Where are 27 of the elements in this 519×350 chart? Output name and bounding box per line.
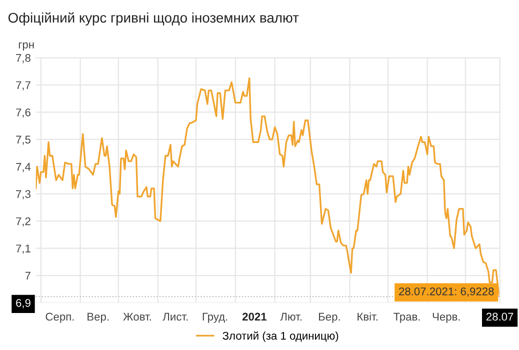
y-tick-label: 6,9 — [16, 299, 30, 308]
chart-title: Офіційний курс гривні щодо іноземних валют — [8, 12, 299, 26]
annotation: 28.07.2021: 6,9228 — [399, 287, 494, 297]
line-series — [36, 77, 500, 298]
x-tick-label: Лист. — [162, 312, 188, 321]
x-tick-label: Бер. — [319, 312, 340, 323]
x-tick-label: Квіт. — [358, 312, 378, 321]
x-tick-label: 28.07 — [486, 312, 514, 321]
x-tick-label: Жовт. — [123, 312, 151, 321]
x-tick-label: Черв. — [432, 312, 460, 323]
y-axis-title: грн — [18, 42, 34, 51]
y-tick-label: 7,5 — [16, 136, 30, 145]
y-tick-label: 7,7 — [16, 81, 30, 90]
x-tick-label: Серп. — [46, 312, 74, 323]
x-tick-label: Вер. — [88, 312, 109, 323]
y-tick-label: 7,6 — [16, 108, 30, 118]
y-tick-label: 7,2 — [16, 217, 30, 227]
x-tick-label: Груд. — [202, 312, 228, 323]
y-tick-label: 7,8 — [16, 54, 30, 64]
y-tick-label: 7 — [25, 272, 30, 280]
y-tick-label: 7,1 — [16, 244, 30, 254]
x-tick-label: 2021 — [242, 312, 267, 321]
y-tick-label: 7,4 — [16, 163, 31, 172]
y-tick-label: 7,3 — [16, 190, 30, 200]
legend-label: Злотий (за 1 одиницю) — [222, 331, 338, 342]
x-tick-label: Трав. — [393, 312, 420, 323]
x-tick-label: Лют. — [280, 312, 302, 321]
